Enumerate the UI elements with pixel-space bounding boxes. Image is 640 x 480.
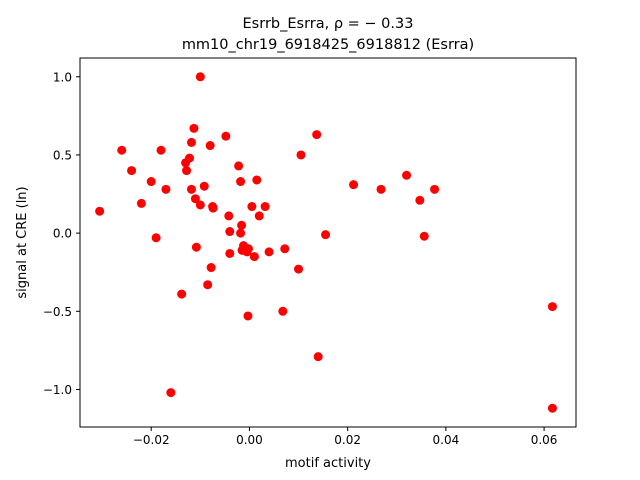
data-point xyxy=(234,161,244,171)
data-point xyxy=(225,227,235,237)
data-point xyxy=(156,145,166,155)
data-point xyxy=(402,170,412,180)
data-point xyxy=(195,72,205,82)
data-point xyxy=(191,242,201,252)
y-axis-label: signal at CRE (ln) xyxy=(15,186,30,298)
data-point xyxy=(136,198,146,208)
data-point xyxy=(186,184,196,194)
data-point xyxy=(313,352,323,362)
data-point xyxy=(247,202,257,212)
y-tick-label: 0.0 xyxy=(53,227,72,241)
data-point xyxy=(419,231,429,241)
data-point xyxy=(185,153,195,163)
x-axis-label: motif activity xyxy=(285,456,371,471)
data-point xyxy=(321,230,331,240)
data-point xyxy=(166,388,176,398)
data-point xyxy=(95,206,105,216)
data-point xyxy=(161,184,171,194)
data-point xyxy=(430,184,440,194)
data-point xyxy=(177,289,187,299)
data-point xyxy=(252,175,262,185)
data-point xyxy=(254,211,264,221)
data-points xyxy=(95,72,557,413)
y-tick-label: −1.0 xyxy=(43,383,72,397)
data-point xyxy=(264,247,274,257)
chart-title-line1: Esrrb_Esrra, ρ = − 0.33 xyxy=(243,16,414,32)
data-point xyxy=(221,131,231,141)
data-point xyxy=(236,177,246,187)
x-tick-label: −0.02 xyxy=(133,433,170,447)
data-point xyxy=(237,220,247,230)
data-point xyxy=(186,137,196,147)
data-point xyxy=(376,184,386,194)
y-axis-ticks: −1.0 −0.5 0.0 0.5 1.0 xyxy=(43,70,80,397)
plot-frame xyxy=(79,57,577,428)
data-point xyxy=(146,177,156,187)
data-point xyxy=(415,195,425,205)
x-tick-label: 0.02 xyxy=(334,433,361,447)
data-point xyxy=(547,302,557,312)
y-tick-label: −0.5 xyxy=(43,305,72,319)
data-point xyxy=(127,166,137,176)
data-point xyxy=(294,264,304,274)
data-point xyxy=(280,244,290,254)
data-point xyxy=(182,166,192,176)
x-tick-label: 0.00 xyxy=(236,433,263,447)
data-point xyxy=(199,181,209,191)
data-point xyxy=(296,150,306,160)
data-point xyxy=(208,203,218,213)
data-point xyxy=(249,252,259,262)
data-point xyxy=(190,194,200,204)
x-tick-label: 0.04 xyxy=(433,433,460,447)
data-point xyxy=(260,202,270,212)
data-point xyxy=(547,403,557,413)
chart-title-line2: mm10_chr19_6918425_6918812 (Esrra) xyxy=(182,37,474,53)
data-point xyxy=(349,180,359,190)
data-point xyxy=(117,145,127,155)
y-tick-label: 0.5 xyxy=(53,148,72,162)
x-axis-ticks: −0.02 0.00 0.02 0.04 0.06 xyxy=(133,427,558,447)
data-point xyxy=(225,248,235,258)
data-point xyxy=(224,211,234,221)
y-tick-label: 1.0 xyxy=(53,70,72,84)
x-tick-label: 0.06 xyxy=(531,433,558,447)
data-point xyxy=(243,244,253,254)
data-point xyxy=(236,228,246,238)
data-point xyxy=(189,123,199,133)
data-point xyxy=(205,141,215,151)
data-point xyxy=(206,263,216,273)
data-point xyxy=(151,233,161,243)
data-point xyxy=(312,130,322,140)
data-point xyxy=(195,200,205,210)
data-point xyxy=(203,280,213,290)
data-point xyxy=(278,306,288,316)
data-point xyxy=(243,311,253,321)
